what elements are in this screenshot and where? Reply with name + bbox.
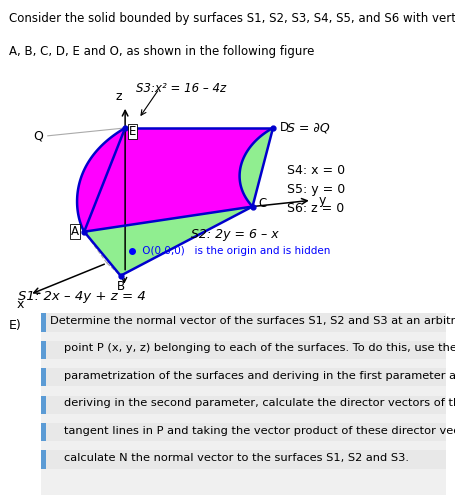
- FancyBboxPatch shape: [41, 325, 446, 495]
- Text: calculate N the normal vector to the surfaces S1, S2 and S3.: calculate N the normal vector to the sur…: [64, 453, 409, 463]
- FancyBboxPatch shape: [41, 313, 46, 331]
- FancyBboxPatch shape: [41, 368, 446, 386]
- Text: deriving in the second parameter, calculate the director vectors of the: deriving in the second parameter, calcul…: [64, 398, 455, 408]
- Polygon shape: [77, 128, 273, 232]
- Text: S4: x = 0: S4: x = 0: [287, 164, 345, 177]
- FancyBboxPatch shape: [41, 341, 446, 359]
- Text: C: C: [258, 197, 266, 210]
- FancyBboxPatch shape: [41, 395, 46, 414]
- Text: A, B, C, D, E and O, as shown in the following figure: A, B, C, D, E and O, as shown in the fol…: [9, 45, 314, 58]
- Text: S6: z = 0: S6: z = 0: [287, 202, 344, 215]
- FancyBboxPatch shape: [41, 423, 446, 441]
- Text: parametrization of the surfaces and deriving in the first parameter and: parametrization of the surfaces and deri…: [64, 371, 455, 381]
- Text: Consider the solid bounded by surfaces S1, S2, S3, S4, S5, and S6 with vertices: Consider the solid bounded by surfaces S…: [9, 12, 455, 25]
- Text: S5: y = 0: S5: y = 0: [287, 183, 345, 196]
- Text: S3:x² = 16 – 4z: S3:x² = 16 – 4z: [136, 82, 227, 96]
- Text: z: z: [115, 90, 121, 103]
- Text: E: E: [129, 125, 136, 138]
- Text: S = ∂Q: S = ∂Q: [287, 121, 329, 134]
- Text: Q: Q: [33, 129, 43, 142]
- Text: Determine the normal vector of the surfaces S1, S2 and S3 at an arbitrary: Determine the normal vector of the surfa…: [50, 316, 455, 326]
- FancyBboxPatch shape: [41, 341, 46, 359]
- FancyBboxPatch shape: [41, 423, 46, 441]
- FancyBboxPatch shape: [41, 368, 46, 386]
- Text: y: y: [318, 194, 326, 207]
- Text: point P (x, y, z) belonging to each of the surfaces. To do this, use the: point P (x, y, z) belonging to each of t…: [64, 344, 455, 354]
- FancyBboxPatch shape: [41, 313, 446, 331]
- Text: D: D: [280, 121, 289, 134]
- Text: B: B: [116, 281, 125, 293]
- Text: x: x: [17, 298, 24, 311]
- Text: S1: 2x – 4y + z = 4: S1: 2x – 4y + z = 4: [18, 290, 146, 303]
- FancyBboxPatch shape: [41, 450, 446, 469]
- Polygon shape: [84, 128, 273, 276]
- FancyBboxPatch shape: [41, 450, 46, 469]
- FancyBboxPatch shape: [41, 395, 446, 414]
- Text: E): E): [9, 319, 22, 332]
- Text: S2: 2y = 6 – x: S2: 2y = 6 – x: [191, 228, 279, 241]
- Text: O(0,0,0)   is the origin and is hidden: O(0,0,0) is the origin and is hidden: [139, 245, 330, 256]
- Polygon shape: [77, 128, 273, 232]
- Text: tangent lines in P and taking the vector product of these director vectors,: tangent lines in P and taking the vector…: [64, 426, 455, 436]
- Text: A: A: [71, 225, 79, 238]
